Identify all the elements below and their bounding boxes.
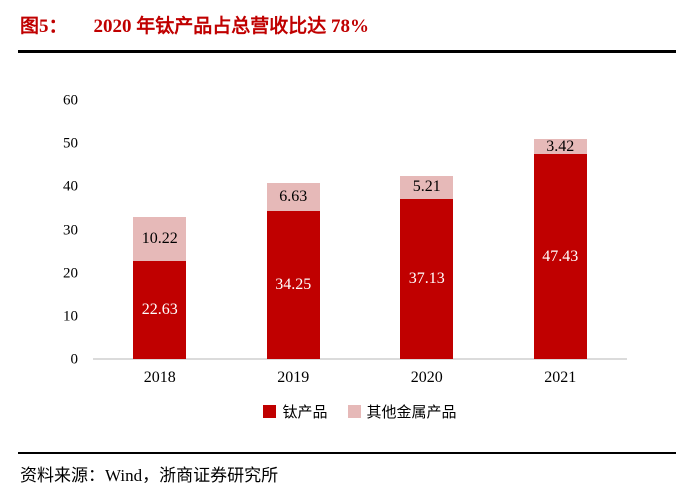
y-tick-label: 10 (63, 308, 78, 325)
legend-item-titanium: 钛产品 (263, 401, 328, 422)
x-axis-label: 2018 (143, 369, 176, 386)
bar-segment (266, 211, 320, 359)
bar-value-label: 37.13 (408, 269, 445, 287)
bar-value-label: 47.43 (542, 247, 579, 265)
bar-segment (133, 217, 187, 262)
bar-value-label: 6.63 (279, 187, 308, 205)
y-tick-label: 0 (70, 351, 79, 368)
bottom-divider (18, 452, 676, 454)
legend-label-other-metal: 其他金属产品 (366, 405, 457, 421)
y-tick-label: 60 (63, 92, 78, 109)
bar-segment (266, 182, 320, 212)
y-tick-label: 30 (63, 222, 78, 238)
legend-swatch-other-metal (347, 405, 361, 418)
figure-label: 图5： (20, 16, 68, 37)
bar-value-label: 22.63 (141, 301, 178, 319)
bar-segment (400, 176, 454, 199)
legend-label-titanium: 钛产品 (282, 405, 328, 421)
bar-value-label: 3.42 (546, 137, 575, 155)
source-note: 资料来源：Wind，浙商证券研究所 (20, 466, 279, 485)
bar-value-label: 10.22 (141, 230, 178, 248)
x-axis-label: 2019 (277, 369, 310, 386)
bar-segment (133, 261, 187, 359)
y-tick-label: 20 (63, 265, 78, 282)
bar-segment (533, 139, 587, 155)
x-axis-line (93, 358, 627, 360)
bar-value-label: 34.25 (275, 276, 312, 294)
bar-value-label: 5.21 (412, 178, 441, 196)
chart-legend: 钛产品 其他金属产品 (93, 401, 627, 422)
figure-title: 2020 年钛产品占总营收比达 78% (93, 16, 370, 37)
legend-swatch-titanium (263, 405, 277, 418)
x-axis-label: 2021 (544, 369, 577, 386)
legend-item-other-metal: 其他金属产品 (347, 401, 457, 422)
y-tick-label: 50 (63, 135, 78, 152)
figure-header: 图5： 2020 年钛产品占总营收比达 78% (20, 11, 369, 38)
y-tick-label: 40 (63, 178, 78, 195)
x-axis-label: 2020 (410, 369, 443, 386)
bar-segment (533, 154, 587, 359)
top-divider (18, 50, 676, 53)
bar-segment (400, 198, 454, 359)
